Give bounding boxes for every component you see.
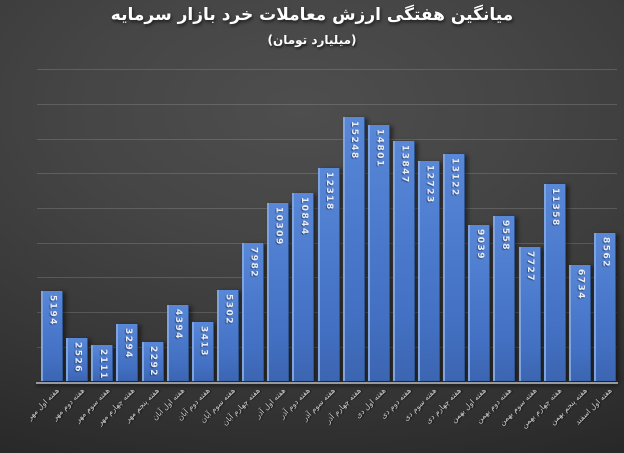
bar-value-label: 13122 <box>449 157 460 197</box>
bar: 2292 <box>141 341 164 382</box>
gridline <box>37 138 617 140</box>
bar-value-label: 14801 <box>374 128 385 168</box>
bar-value-label: 11358 <box>550 188 561 228</box>
bar-value-label: 9558 <box>499 219 510 251</box>
bar: 7982 <box>242 243 265 382</box>
bar-value-label: 2292 <box>148 345 159 377</box>
bar-value-label: 3413 <box>198 326 209 358</box>
bar-value-label: 10309 <box>273 206 284 246</box>
bar-value-label: 7727 <box>525 251 536 283</box>
bar-value-label: 12723 <box>424 164 435 204</box>
bar-value-label: 8562 <box>600 236 611 268</box>
bar: 10309 <box>267 202 290 382</box>
bar: 2111 <box>91 344 114 382</box>
gridline <box>37 103 617 105</box>
bar-value-label: 6734 <box>575 268 586 300</box>
bar-value-label: 9039 <box>474 228 485 260</box>
bar: 5194 <box>41 291 64 382</box>
chart-subtitle: (میلیارد تومان) <box>267 33 357 47</box>
bar: 13122 <box>443 153 466 382</box>
bar: 4394 <box>166 305 189 382</box>
bar-value-label: 4394 <box>173 309 184 341</box>
bar-value-label: 5194 <box>47 295 58 327</box>
bar: 10844 <box>292 193 315 382</box>
bar: 15248 <box>342 116 365 382</box>
bar: 9558 <box>493 215 516 382</box>
bar: 7727 <box>518 247 541 382</box>
bar: 14801 <box>367 124 390 382</box>
bar-value-label: 12318 <box>324 171 334 211</box>
bar: 3413 <box>191 322 214 382</box>
bar-value-label: 2111 <box>97 348 108 380</box>
bar: 9039 <box>468 224 491 382</box>
bar-value-label: 13847 <box>399 145 410 185</box>
bar: 5302 <box>216 289 239 382</box>
bar: 12318 <box>317 167 340 382</box>
bar: 12723 <box>418 160 441 382</box>
bar-value-label: 15248 <box>349 120 360 160</box>
bar-value-label: 5302 <box>223 293 234 325</box>
chart-title: میانگین هفتگی ارزش معاملات خرد بازار سرم… <box>110 5 514 25</box>
gridline <box>37 69 617 71</box>
bar-value-label: 7982 <box>248 247 259 279</box>
bar-value-label: 2526 <box>72 341 83 373</box>
x-axis-baseline <box>36 381 618 384</box>
bar: 8562 <box>593 232 616 382</box>
bar: 3294 <box>116 324 139 382</box>
bar-value-label: 3294 <box>122 328 133 360</box>
bar: 2526 <box>66 337 89 382</box>
bar: 13847 <box>392 141 415 382</box>
bar: 6734 <box>568 264 591 382</box>
bar-value-label: 10844 <box>298 197 309 237</box>
bar: 11358 <box>543 184 566 382</box>
